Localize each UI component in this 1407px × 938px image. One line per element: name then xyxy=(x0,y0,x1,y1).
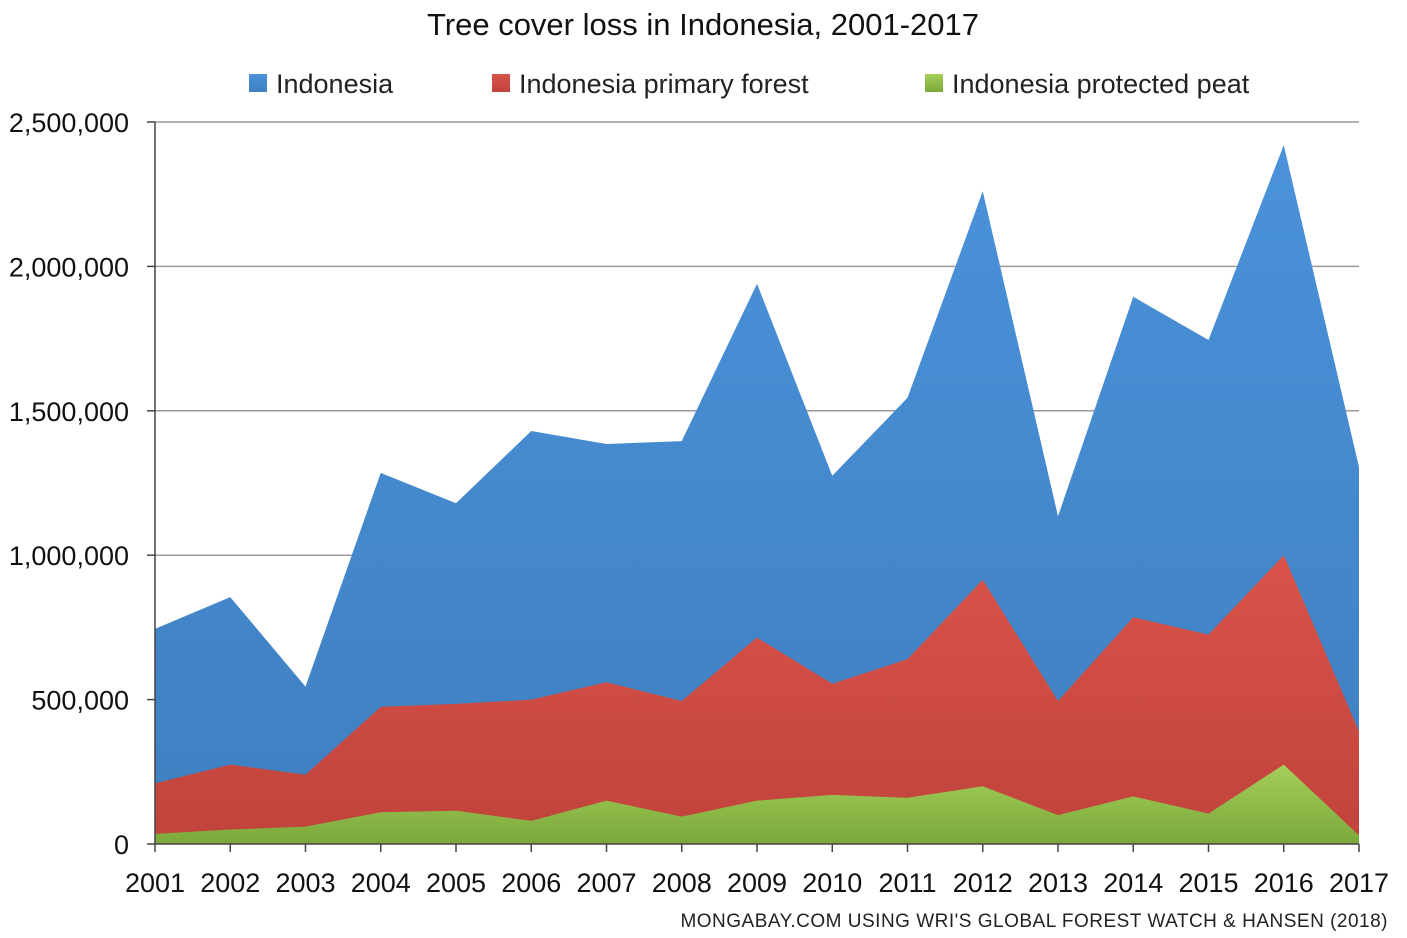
x-axis-ticks: 2001 2002 2003 2004 2005 2006 2007 2008 2009 2010… xyxy=(125,868,1389,898)
x-tick-label: 2007 xyxy=(576,868,636,898)
x-tick-label: 2010 xyxy=(802,868,862,898)
x-tick-label: 2014 xyxy=(1103,868,1163,898)
x-tick-label: 2012 xyxy=(953,868,1013,898)
x-tick-label: 2016 xyxy=(1254,868,1314,898)
area-series xyxy=(155,145,1359,844)
area-indonesia-primary-forest xyxy=(155,555,1359,844)
y-tick-label: 500,000 xyxy=(31,686,129,716)
x-tick-label: 2001 xyxy=(125,868,185,898)
area-indonesia-protected-peat xyxy=(155,764,1359,844)
x-tick-label: 2017 xyxy=(1329,868,1389,898)
x-tick-label: 2008 xyxy=(652,868,712,898)
area-indonesia xyxy=(155,145,1359,844)
x-tick-label: 2009 xyxy=(727,868,787,898)
y-tick-label: 1,500,000 xyxy=(9,397,129,427)
legend-label-indonesia-primary-forest: Indonesia primary forest xyxy=(519,69,809,99)
legend-swatch-indonesia xyxy=(249,74,267,92)
x-tick-label: 2002 xyxy=(200,868,260,898)
y-axis-ticks: 0 500,000 1,000,000 1,500,000 2,000,000 2,500… xyxy=(9,108,129,860)
y-tick-label: 1,000,000 xyxy=(9,541,129,571)
x-tick-label: 2013 xyxy=(1028,868,1088,898)
y-tick-label: 2,500,000 xyxy=(9,108,129,138)
legend-swatch-indonesia-protected-peat xyxy=(925,74,943,92)
axes xyxy=(147,121,1360,852)
x-tick-label: 2006 xyxy=(501,868,561,898)
chart-title: Tree cover loss in Indonesia, 2001-2017 xyxy=(427,7,979,42)
y-tick-label: 2,000,000 xyxy=(9,252,129,282)
x-tick-label: 2015 xyxy=(1178,868,1238,898)
legend: Indonesia Indonesia primary forest Indones… xyxy=(249,69,1250,99)
y-tick-label: 0 xyxy=(114,830,129,860)
x-tick-label: 2004 xyxy=(351,868,411,898)
legend-label-indonesia: Indonesia xyxy=(276,69,394,99)
x-tick-label: 2003 xyxy=(275,868,335,898)
source-note: MONGABAY.COM USING WRI'S GLOBAL FOREST W… xyxy=(680,911,1388,932)
x-tick-label: 2005 xyxy=(426,868,486,898)
x-tick-label: 2011 xyxy=(878,868,936,898)
legend-label-indonesia-protected-peat: Indonesia protected peat xyxy=(952,69,1250,99)
legend-swatch-indonesia-primary-forest xyxy=(492,74,510,92)
